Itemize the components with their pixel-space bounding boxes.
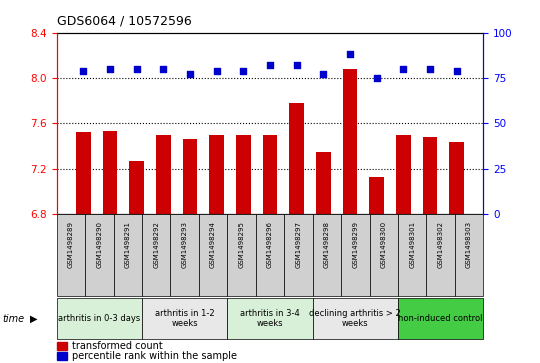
Text: GSM1498297: GSM1498297: [295, 221, 301, 268]
Text: GSM1498294: GSM1498294: [210, 221, 216, 268]
Point: [186, 72, 194, 77]
Point: [212, 68, 221, 74]
Text: non-induced control: non-induced control: [399, 314, 483, 323]
Text: GSM1498302: GSM1498302: [437, 221, 444, 268]
Bar: [130, 161, 144, 214]
Bar: [113, 214, 142, 296]
Bar: [423, 137, 437, 214]
Point: [106, 66, 114, 72]
Bar: [85, 214, 113, 296]
Text: GSM1498290: GSM1498290: [96, 221, 103, 268]
Bar: [76, 132, 91, 214]
Text: GSM1498300: GSM1498300: [381, 221, 387, 268]
Point: [453, 68, 461, 74]
Text: GSM1498292: GSM1498292: [153, 221, 159, 268]
Bar: [227, 214, 256, 296]
Bar: [427, 214, 455, 296]
Text: GSM1498298: GSM1498298: [324, 221, 330, 268]
Bar: [284, 214, 313, 296]
Bar: [398, 298, 483, 339]
Point: [399, 66, 408, 72]
Text: GSM1498293: GSM1498293: [181, 221, 188, 268]
Bar: [57, 214, 85, 296]
Text: GSM1498303: GSM1498303: [466, 221, 472, 268]
Point: [159, 66, 168, 72]
Text: declining arthritis > 2
weeks: declining arthritis > 2 weeks: [309, 309, 401, 328]
Point: [239, 68, 248, 74]
Bar: [449, 142, 464, 214]
Bar: [398, 214, 427, 296]
Bar: [142, 298, 227, 339]
Bar: [171, 214, 199, 296]
Text: ▶: ▶: [30, 314, 37, 323]
Text: GSM1498296: GSM1498296: [267, 221, 273, 268]
Text: GSM1498291: GSM1498291: [125, 221, 131, 268]
Bar: [341, 214, 369, 296]
Bar: [183, 139, 197, 214]
Point: [132, 66, 141, 72]
Bar: [103, 131, 117, 214]
Text: time: time: [3, 314, 25, 323]
Bar: [313, 214, 341, 296]
Text: arthritis in 1-2
weeks: arthritis in 1-2 weeks: [155, 309, 214, 328]
Point: [372, 75, 381, 81]
Point: [346, 52, 354, 57]
Text: percentile rank within the sample: percentile rank within the sample: [72, 351, 237, 361]
Bar: [156, 135, 171, 214]
Bar: [199, 214, 227, 296]
Bar: [256, 214, 284, 296]
Point: [319, 72, 328, 77]
Bar: [57, 342, 68, 350]
Bar: [57, 298, 142, 339]
Bar: [343, 69, 357, 214]
Text: GSM1498301: GSM1498301: [409, 221, 415, 268]
Bar: [57, 352, 68, 360]
Text: arthritis in 3-4
weeks: arthritis in 3-4 weeks: [240, 309, 300, 328]
Point: [292, 62, 301, 68]
Text: GSM1498299: GSM1498299: [352, 221, 359, 268]
Bar: [316, 152, 330, 214]
Text: GDS6064 / 10572596: GDS6064 / 10572596: [57, 15, 192, 28]
Bar: [455, 214, 483, 296]
Bar: [369, 214, 398, 296]
Text: GSM1498295: GSM1498295: [239, 221, 245, 268]
Bar: [142, 214, 171, 296]
Bar: [396, 135, 410, 214]
Bar: [227, 298, 313, 339]
Point: [426, 66, 434, 72]
Text: GSM1498289: GSM1498289: [68, 221, 74, 268]
Text: arthritis in 0-3 days: arthritis in 0-3 days: [58, 314, 140, 323]
Text: transformed count: transformed count: [72, 341, 163, 351]
Bar: [210, 135, 224, 214]
Bar: [289, 103, 304, 214]
Bar: [236, 135, 251, 214]
Bar: [262, 135, 278, 214]
Bar: [313, 298, 398, 339]
Point: [266, 62, 274, 68]
Point: [79, 68, 87, 74]
Bar: [369, 177, 384, 214]
